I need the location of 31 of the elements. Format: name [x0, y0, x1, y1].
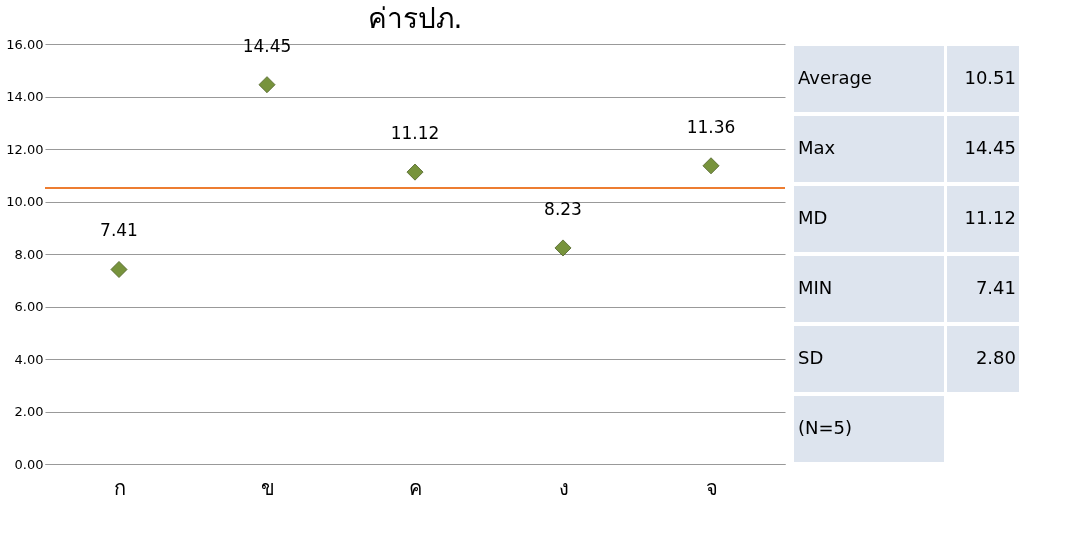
text: SD 2.80 [798, 347, 1016, 368]
x-tick-label: ค [409, 475, 422, 500]
x-tick-label: จ [705, 475, 718, 500]
data-label: 14.45 [242, 35, 292, 56]
text: MIN 7.41 [798, 277, 1016, 298]
y-tick-label: 0.00 [14, 456, 44, 472]
y-tick-label: 14.00 [6, 89, 44, 104]
y-tick-label: 4.00 [14, 351, 44, 367]
data-label: 11.12 [390, 123, 440, 144]
y-tick-label: 10.00 [6, 194, 44, 209]
text: Max 14.45 [798, 137, 1016, 158]
x-tick-label: ง [558, 475, 569, 500]
y-tick-label: 6.00 [14, 299, 44, 314]
x-tick-label: ก [113, 475, 126, 500]
text: (N=5) [798, 417, 853, 438]
y-tick-label: 12.00 [6, 141, 44, 157]
point [258, 76, 276, 94]
y-tick-label: 16.00 [6, 36, 44, 52]
text: MD 11.12 [798, 207, 1016, 228]
x-tick-label: ข [260, 475, 275, 500]
data-label: 7.41 [100, 220, 138, 241]
y-tick-label: 2.00 [14, 404, 44, 419]
point [554, 239, 572, 257]
chart-title: ค่ารปภ. [367, 1, 463, 35]
y-tick-label: 8.00 [14, 246, 44, 262]
point [702, 157, 720, 175]
point [406, 163, 424, 181]
point [110, 261, 128, 278]
data-label: 8.23 [544, 198, 582, 219]
text: Average 10.51 [798, 67, 1016, 88]
data-label: 11.36 [686, 116, 736, 137]
